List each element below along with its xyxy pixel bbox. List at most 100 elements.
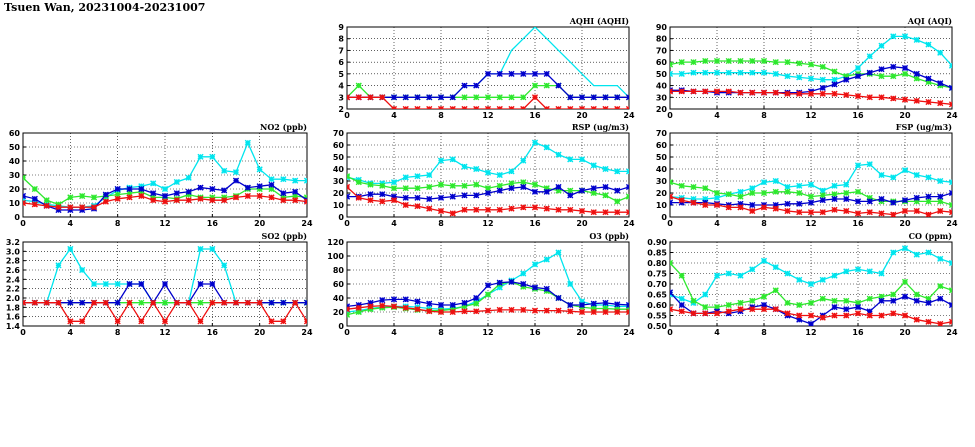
data-point-blue bbox=[578, 187, 586, 194]
data-point-cyan bbox=[256, 166, 263, 173]
data-point-cyan bbox=[531, 261, 539, 268]
data-point-blue bbox=[437, 301, 445, 309]
data-point-cyan bbox=[854, 162, 862, 169]
x-tick-label: 24 bbox=[946, 111, 958, 120]
y-tick-label: 2.6 bbox=[6, 266, 21, 275]
data-point-cyan bbox=[713, 194, 721, 201]
data-point-cyan bbox=[807, 181, 815, 188]
data-point-blue bbox=[414, 298, 421, 305]
data-point-red bbox=[590, 308, 597, 316]
data-point-red bbox=[937, 100, 944, 107]
data-point-red bbox=[725, 204, 732, 211]
data-point-red bbox=[437, 207, 445, 215]
data-point-green bbox=[209, 194, 216, 201]
data-point-red bbox=[150, 197, 157, 204]
data-point-cyan bbox=[854, 64, 862, 72]
data-point-red bbox=[843, 207, 850, 215]
data-point-cyan bbox=[197, 245, 204, 253]
data-point-cyan bbox=[890, 33, 897, 40]
data-point-cyan bbox=[138, 183, 145, 190]
y-tick-label: 50 bbox=[9, 143, 21, 152]
data-point-green bbox=[520, 283, 527, 290]
data-point-cyan bbox=[161, 185, 169, 193]
data-point-red bbox=[819, 90, 826, 97]
data-point-blue bbox=[543, 70, 550, 77]
data-point-green bbox=[854, 299, 862, 306]
data-point-blue bbox=[496, 187, 503, 194]
data-point-cyan bbox=[185, 174, 192, 181]
data-point-green bbox=[484, 185, 492, 192]
data-point-red bbox=[749, 306, 756, 313]
data-point-red bbox=[426, 308, 433, 315]
data-point-blue bbox=[925, 193, 932, 200]
data-point-red bbox=[520, 105, 527, 109]
y-tick-label: 1.4 bbox=[6, 322, 21, 331]
x-tick-label: 0 bbox=[344, 328, 350, 337]
data-point-green bbox=[670, 61, 674, 68]
data-point-cyan bbox=[55, 262, 62, 269]
data-point-green bbox=[937, 283, 944, 290]
series-group bbox=[670, 161, 952, 217]
x-tick-label: 4 bbox=[391, 111, 397, 120]
data-point-blue bbox=[55, 206, 62, 214]
data-point-cyan bbox=[737, 69, 744, 76]
data-point-cyan bbox=[102, 280, 109, 288]
data-point-red bbox=[43, 202, 50, 209]
data-point-blue bbox=[520, 70, 527, 77]
data-point-blue bbox=[414, 194, 421, 201]
data-point-red bbox=[90, 204, 98, 211]
data-point-cyan bbox=[268, 176, 275, 183]
data-point-red bbox=[347, 306, 351, 313]
series-group bbox=[347, 27, 629, 109]
data-point-green bbox=[185, 191, 192, 198]
x-tick-label: 16 bbox=[529, 328, 541, 337]
data-point-red bbox=[878, 210, 885, 217]
data-point-blue bbox=[625, 301, 629, 309]
data-point-red bbox=[948, 209, 952, 216]
data-point-red bbox=[209, 299, 216, 306]
data-point-red bbox=[948, 101, 952, 108]
data-point-blue bbox=[138, 185, 145, 193]
x-tick-label: 12 bbox=[482, 111, 493, 120]
data-point-red bbox=[678, 197, 685, 204]
y-tick-label: 20 bbox=[333, 189, 345, 198]
data-point-blue bbox=[520, 183, 527, 191]
data-point-red bbox=[173, 197, 180, 204]
data-point-red bbox=[379, 94, 386, 101]
data-point-red bbox=[390, 197, 398, 204]
data-point-green bbox=[831, 297, 838, 304]
data-point-red bbox=[854, 310, 862, 317]
y-tick-label: 0.60 bbox=[647, 301, 667, 310]
data-point-green bbox=[520, 179, 527, 186]
data-point-green bbox=[749, 189, 756, 197]
data-point-red bbox=[555, 105, 562, 109]
data-point-blue bbox=[390, 296, 398, 303]
data-point-red bbox=[355, 194, 362, 201]
data-point-red bbox=[173, 299, 180, 306]
data-point-red bbox=[161, 318, 169, 325]
x-tick-label: 24 bbox=[623, 328, 635, 337]
data-point-red bbox=[355, 304, 362, 311]
y-tick-label: 0.70 bbox=[647, 280, 667, 289]
data-point-red bbox=[796, 90, 803, 97]
chart-o3: 0 4 8 12 16 20 24 0 20 40 60 80 100 120 O3 (ppb) bbox=[327, 231, 635, 337]
data-point-green bbox=[461, 182, 468, 189]
data-point-cyan bbox=[913, 36, 920, 43]
data-point-red bbox=[426, 205, 433, 212]
data-point-cyan bbox=[508, 168, 515, 175]
data-point-green bbox=[901, 70, 909, 77]
data-point-blue bbox=[890, 297, 897, 304]
data-point-blue bbox=[79, 299, 86, 306]
chart-title: O3 (ppb) bbox=[589, 231, 629, 241]
data-point-red bbox=[496, 306, 503, 313]
data-point-blue bbox=[948, 84, 952, 92]
data-point-red bbox=[925, 318, 932, 325]
data-point-cyan bbox=[473, 165, 480, 173]
data-point-red bbox=[473, 308, 480, 315]
data-point-blue bbox=[426, 94, 433, 101]
data-point-red bbox=[625, 308, 629, 316]
data-point-cyan bbox=[866, 53, 873, 60]
data-point-green bbox=[347, 173, 351, 180]
data-point-red bbox=[114, 318, 121, 325]
data-point-cyan bbox=[221, 262, 228, 269]
